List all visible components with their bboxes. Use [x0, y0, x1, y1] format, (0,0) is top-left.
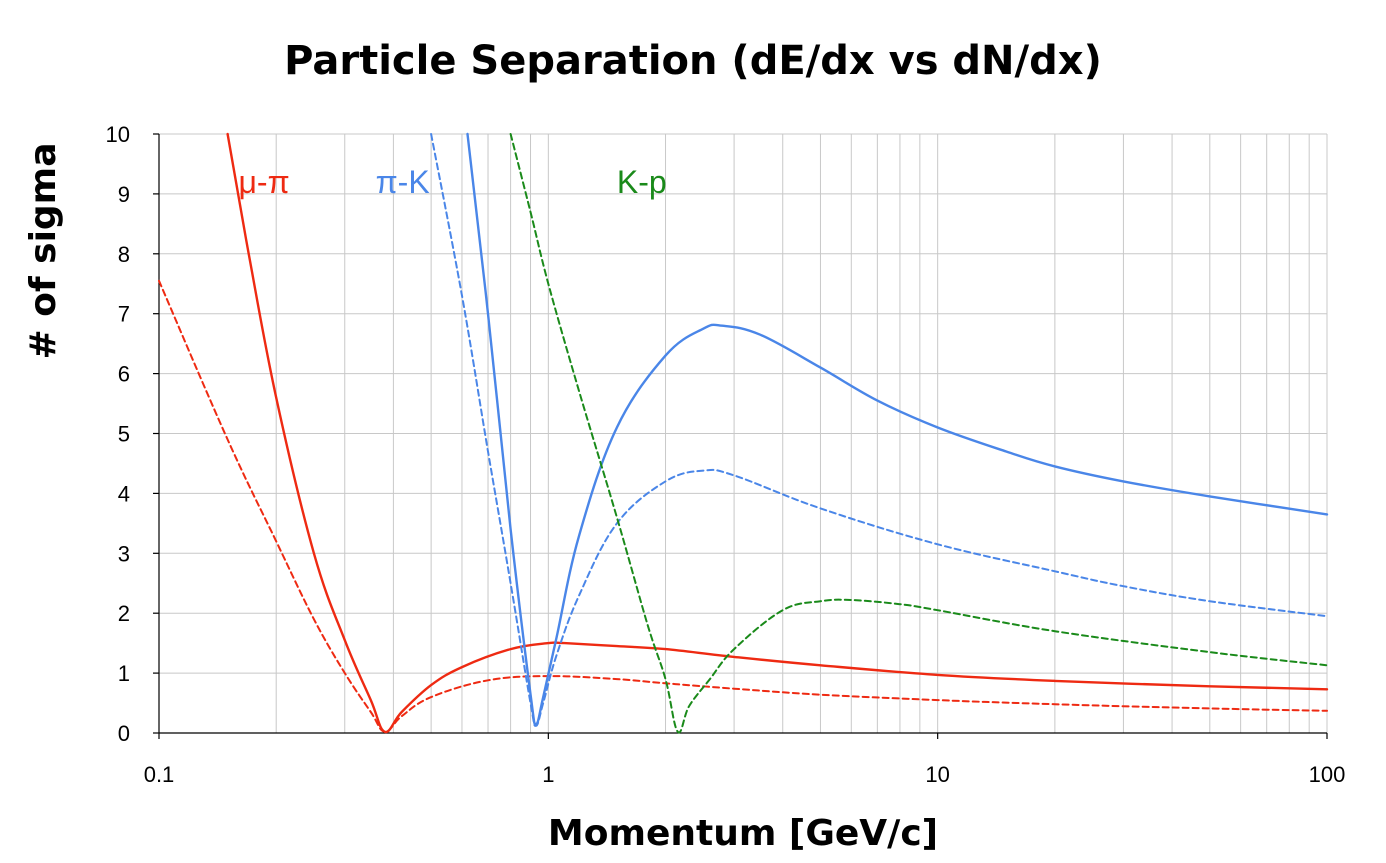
y-axis-label: # of sigma — [23, 143, 64, 360]
x-tick-label: 0.1 — [144, 762, 175, 787]
chart-title: Particle Separation (dE/dx vs dN/dx) — [284, 38, 1102, 84]
annotation-k-p: K-p — [617, 164, 667, 200]
annotation-pi-k: π-K — [376, 164, 430, 200]
x-tick-label: 1 — [542, 762, 554, 787]
y-tick-label: 1 — [118, 661, 130, 686]
series-lines — [158, 132, 1329, 734]
y-tick-label: 3 — [118, 541, 130, 566]
series-line-pi-k-dashed — [430, 133, 1328, 727]
series-line-pi-k-solid — [466, 132, 1329, 726]
y-tick-label: 8 — [118, 242, 130, 267]
series-annotations: μ-π π-K K-p — [238, 164, 666, 200]
x-tick-label: 100 — [1309, 762, 1346, 787]
y-tick-labels: 0 1 2 3 4 5 6 7 8 9 10 — [106, 122, 130, 746]
y-tick-label: 5 — [118, 422, 130, 447]
annotation-mu-pi: μ-π — [238, 164, 289, 200]
y-tick-label: 6 — [118, 362, 130, 387]
grid-lines — [158, 133, 1328, 734]
y-tick-label: 9 — [118, 182, 130, 207]
axes — [153, 133, 1328, 739]
series-line-k-p-dashed — [509, 133, 1328, 734]
series-line-mu-pi-solid — [226, 132, 1329, 734]
y-tick-label: 7 — [118, 302, 130, 327]
series-line-mu-pi-dashed — [158, 279, 1328, 733]
y-tick-label: 2 — [118, 601, 130, 626]
x-axis-label: Momentum [GeV/c] — [548, 813, 938, 854]
y-tick-label: 4 — [118, 481, 130, 506]
y-tick-label: 0 — [118, 721, 130, 746]
x-tick-label: 10 — [925, 762, 949, 787]
y-tick-label: 10 — [106, 122, 130, 147]
x-tick-labels: 0.1 1 10 100 — [144, 762, 1346, 787]
